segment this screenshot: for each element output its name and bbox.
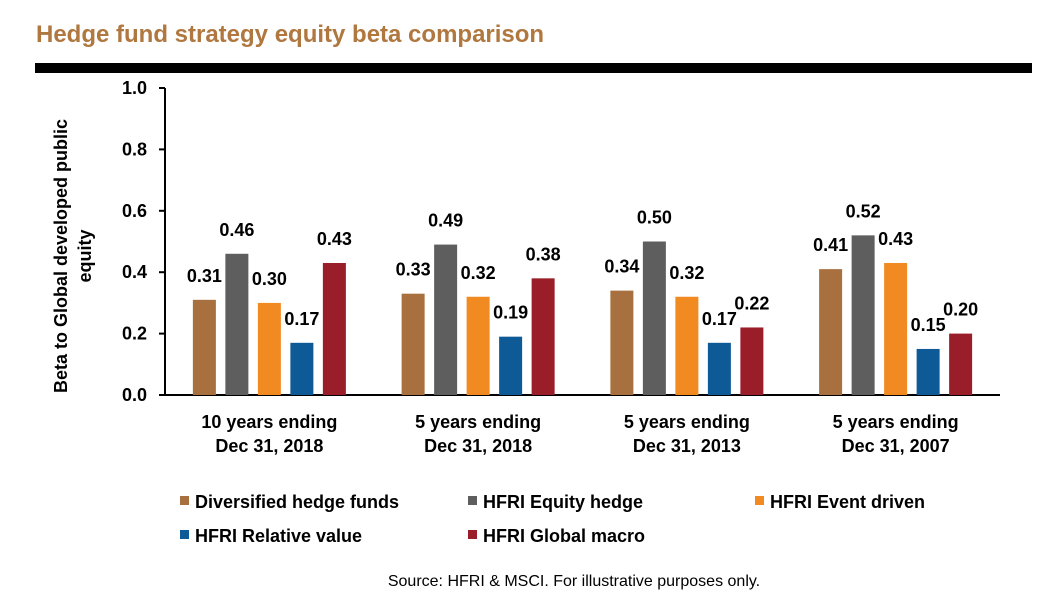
legend-swatch [755,496,764,505]
value-label: 0.43 [878,229,913,249]
x-tick-label: 10 years ending Dec 31, 2018 [201,412,337,456]
bar [740,327,764,395]
value-label: 0.46 [219,220,254,240]
x-tick-label: 5 years ending Dec 31, 2013 [624,412,750,456]
legend-label: HFRI Relative value [195,526,362,546]
value-label: 0.17 [702,309,737,329]
y-tick-label: 0.6 [122,201,147,221]
value-label: 0.31 [187,266,222,286]
y-tick-label: 0.8 [122,139,147,159]
value-label: 0.43 [317,229,352,249]
value-label: 0.22 [734,293,769,313]
bar [322,262,346,395]
value-label: 0.50 [637,208,672,228]
y-tick-label: 0.2 [122,324,147,344]
y-tick-label: 0.4 [122,262,147,282]
bar [225,253,249,395]
legend-label: HFRI Global macro [483,526,645,546]
bar [819,269,843,395]
bar [290,342,314,395]
bar [192,299,216,395]
source-note: Source: HFRI & MSCI. For illustrative pu… [388,573,760,590]
bar [851,235,875,395]
bar [257,302,281,395]
x-tick-label: 5 years ending Dec 31, 2007 [833,412,959,456]
value-label: 0.34 [604,257,639,277]
bar [949,333,973,395]
title-rule [35,63,1032,73]
value-label: 0.52 [846,201,881,221]
value-label: 0.41 [813,235,848,255]
x-tick-label: 5 years ending Dec 31, 2018 [415,412,541,456]
bar [675,296,699,395]
bar [884,262,908,395]
y-axis-label: Beta to Global developed public equity [51,119,95,393]
bar [401,293,425,395]
value-label: 0.33 [396,260,431,280]
legend-swatch [180,496,189,505]
legend-swatch [180,530,189,539]
bar [466,296,490,395]
bar [707,342,731,395]
y-tick-label: 1.0 [122,78,147,98]
chart-title: Hedge fund strategy equity beta comparis… [36,21,544,48]
legend-label: Diversified hedge funds [195,492,399,512]
bar [434,244,458,395]
value-label: 0.17 [284,309,319,329]
bar [499,336,523,395]
value-label: 0.32 [669,263,704,283]
bar [531,278,555,395]
legend-swatch [468,496,477,505]
value-label: 0.20 [943,300,978,320]
value-label: 0.30 [252,269,287,289]
value-label: 0.19 [493,303,528,323]
legend-swatch [468,530,477,539]
bar [642,241,666,395]
bar [610,290,634,395]
legend-label: HFRI Equity hedge [483,492,643,512]
legend-label: HFRI Event driven [770,492,925,512]
value-label: 0.15 [911,315,946,335]
value-label: 0.49 [428,211,463,231]
bar [916,348,940,395]
value-label: 0.32 [461,263,496,283]
y-tick-label: 0.0 [122,385,147,405]
value-label: 0.38 [526,244,561,264]
